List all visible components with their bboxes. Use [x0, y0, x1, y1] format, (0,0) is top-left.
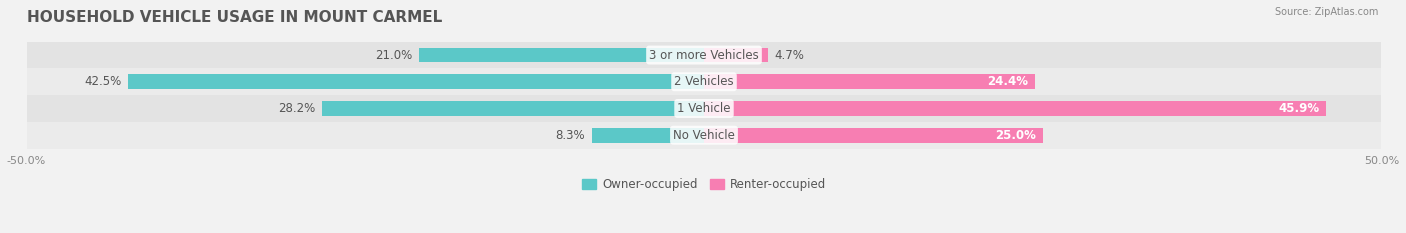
Bar	[704, 128, 1043, 143]
Bar	[27, 122, 1382, 149]
Text: 8.3%: 8.3%	[555, 129, 585, 142]
Text: 3 or more Vehicles: 3 or more Vehicles	[650, 48, 759, 62]
Text: 45.9%: 45.9%	[1278, 102, 1319, 115]
Legend: Owner-occupied, Renter-occupied: Owner-occupied, Renter-occupied	[578, 173, 831, 196]
Text: Source: ZipAtlas.com: Source: ZipAtlas.com	[1274, 7, 1378, 17]
Bar	[27, 42, 1382, 69]
Text: No Vehicle: No Vehicle	[673, 129, 735, 142]
Bar	[592, 128, 704, 143]
Text: 28.2%: 28.2%	[278, 102, 315, 115]
Bar	[419, 48, 704, 62]
Text: HOUSEHOLD VEHICLE USAGE IN MOUNT CARMEL: HOUSEHOLD VEHICLE USAGE IN MOUNT CARMEL	[27, 10, 441, 25]
Bar	[704, 48, 768, 62]
Text: 24.4%: 24.4%	[987, 75, 1028, 88]
Text: 2 Vehicles: 2 Vehicles	[675, 75, 734, 88]
Bar	[27, 95, 1382, 122]
Bar	[128, 74, 704, 89]
Bar	[704, 74, 1035, 89]
Text: 25.0%: 25.0%	[995, 129, 1036, 142]
Text: 42.5%: 42.5%	[84, 75, 121, 88]
Text: 1 Vehicle: 1 Vehicle	[678, 102, 731, 115]
Text: 21.0%: 21.0%	[375, 48, 413, 62]
Bar	[704, 101, 1326, 116]
Bar	[322, 101, 704, 116]
Text: 4.7%: 4.7%	[775, 48, 804, 62]
Bar	[27, 69, 1382, 95]
